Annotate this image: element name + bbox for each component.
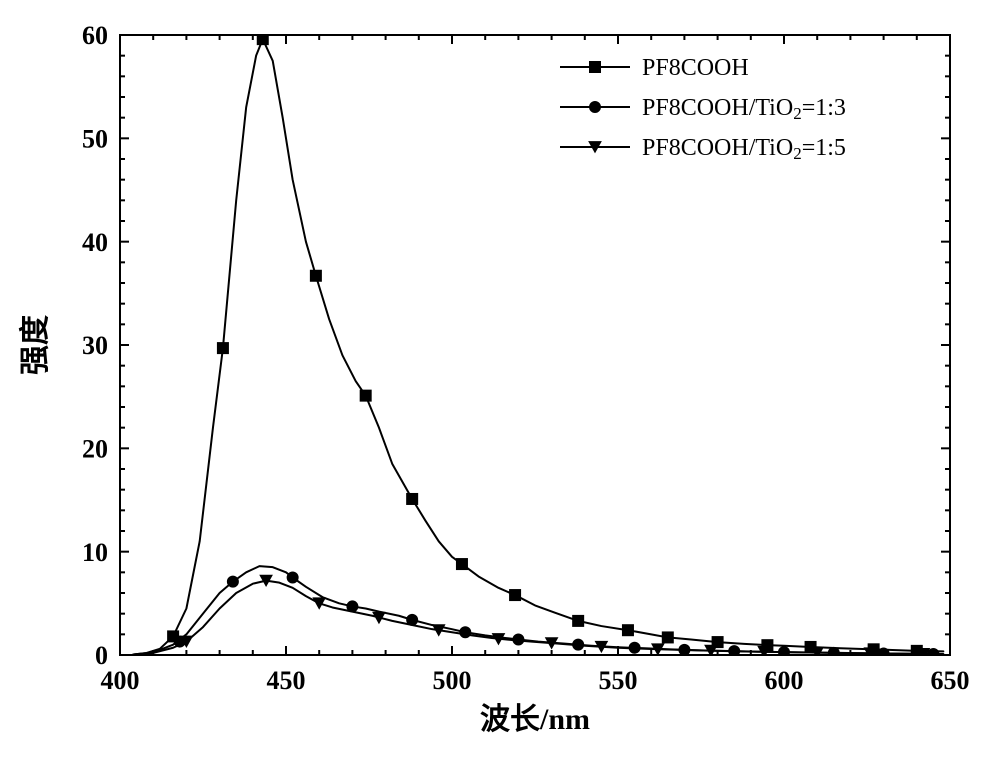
x-tick-label: 450 (267, 666, 306, 695)
legend-label: PF8COOH (642, 55, 749, 81)
y-axis-label: 强度 (19, 315, 52, 375)
x-axis-label: 波长/nm (480, 703, 590, 736)
y-tick-label: 30 (82, 331, 108, 360)
y-tick-label: 20 (82, 434, 108, 463)
fluorescence-chart: 400 450 500 550 600 650 0 10 20 30 40 50 60 波长/nm 强度 PF… (0, 0, 1000, 763)
legend-label: PF8COOH/TiO2=1:3 (642, 95, 846, 123)
y-tick-label: 0 (95, 641, 108, 670)
y-tick-label: 60 (82, 21, 108, 50)
y-tick-label: 50 (82, 124, 108, 153)
x-tick-label: 650 (931, 666, 970, 695)
y-tick-label: 40 (82, 228, 108, 257)
x-tick-label: 400 (101, 666, 140, 695)
legend-label: PF8COOH/TiO2=1:5 (642, 135, 846, 163)
chart-container: 400 450 500 550 600 650 0 10 20 30 40 50 60 波长/nm 强度 PF… (0, 0, 1000, 763)
x-tick-label: 500 (433, 666, 472, 695)
y-tick-label: 10 (82, 538, 108, 567)
x-tick-label: 550 (599, 666, 638, 695)
x-tick-label: 600 (765, 666, 804, 695)
